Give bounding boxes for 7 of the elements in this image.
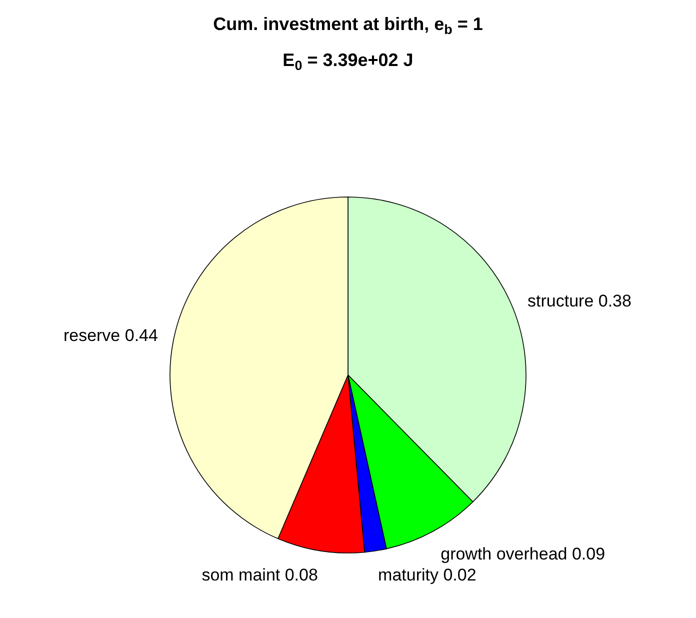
chart-title: Cum. investment at birth, e$_{b}$ = 1 [213, 14, 483, 38]
slice-label: som maint 0.08 [202, 566, 318, 585]
slice-label: reserve 0.44 [63, 326, 158, 346]
slice-label: growth overhead 0.09 [440, 544, 606, 564]
slice-label: structure 0.38 [528, 291, 632, 310]
slice-label: maturity 0.02 [378, 566, 476, 585]
chart-subtitle: E$_{0}$ = 3.39e+02 J [282, 50, 414, 74]
